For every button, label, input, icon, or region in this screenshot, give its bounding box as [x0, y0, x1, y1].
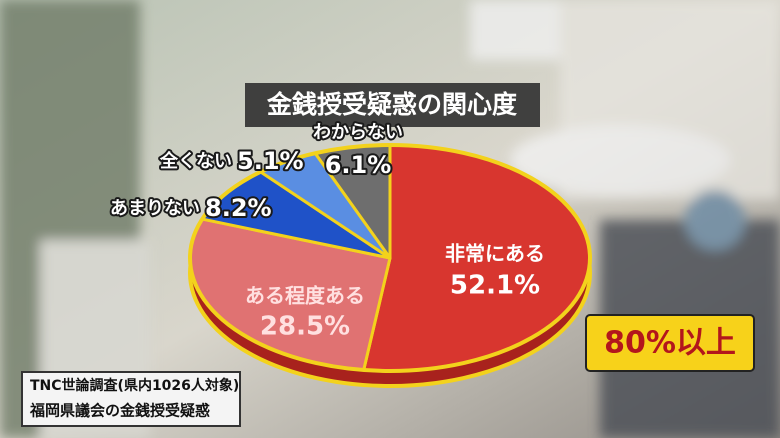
value-label: 5.1% [237, 147, 304, 175]
source-box [21, 371, 241, 427]
value-label: 8.2% [205, 194, 272, 222]
value-label: 6.1% [325, 151, 392, 179]
slice-label: 全くない [159, 150, 232, 172]
slice-label: 非常にある [445, 242, 545, 266]
pie [188, 143, 592, 388]
annotation: 80%以上 [604, 326, 736, 361]
source-line: 福岡県議会の金銭授受疑惑 [29, 402, 210, 420]
annotation-box [585, 314, 755, 372]
title-box [245, 83, 540, 127]
source-line: TNC世論調査(県内1026人対象) [30, 377, 239, 394]
value-label: 52.1% [450, 271, 540, 301]
value-label: 28.5% [260, 312, 350, 342]
chart-title: 金銭授受疑惑の関心度 [266, 90, 517, 119]
slice-label: あまりない [110, 198, 200, 219]
slice-label: わからない [313, 122, 403, 143]
pie-rim [188, 143, 592, 373]
slice-label: ある程度ある [245, 284, 365, 308]
